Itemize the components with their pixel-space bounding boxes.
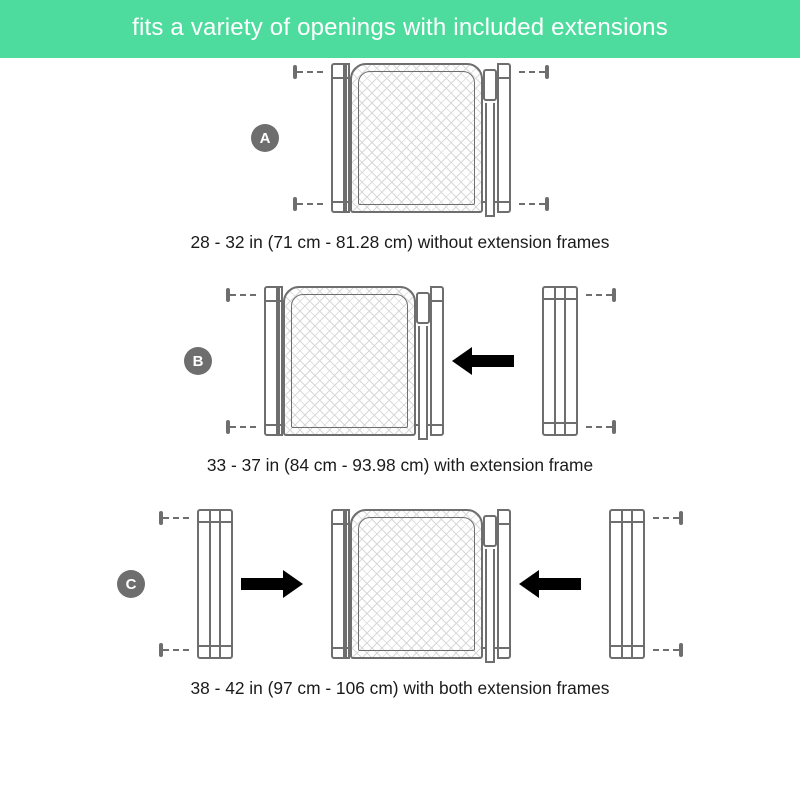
config-caption: 33 - 37 in (84 cm - 93.98 cm) with exten… [207, 455, 593, 476]
gate [331, 509, 511, 659]
gate [331, 63, 511, 213]
arrow-left [519, 572, 581, 596]
banner: fits a variety of openings with included… [0, 0, 800, 58]
config-badge: A [251, 124, 279, 152]
gate-latch [483, 69, 497, 101]
pressure-bolts-left [226, 286, 256, 436]
config-caption: 38 - 42 in (97 cm - 106 cm) with both ex… [191, 678, 610, 699]
gate-door [283, 286, 416, 436]
gate-door [350, 63, 483, 213]
pressure-bolts-right [653, 509, 683, 659]
gate-door [350, 509, 483, 659]
config-panel: C 38 - 42 in (97 cm - 106 cm) with both … [0, 504, 800, 699]
gate-post-right [430, 286, 444, 436]
pressure-bolts-left [159, 509, 189, 659]
gate-latch [483, 515, 497, 547]
arrow-right [241, 572, 303, 596]
gate-post-left [331, 63, 345, 213]
config-panel: A 28 - 32 in (71 cm - 81.28 cm) without … [0, 58, 800, 253]
extension-frame-right [542, 286, 578, 436]
pressure-bolts-right [519, 63, 549, 213]
config-figure: B [184, 281, 616, 441]
config-caption: 28 - 32 in (71 cm - 81.28 cm) without ex… [191, 232, 610, 253]
arrow-left [452, 349, 514, 373]
extension-frame-left [197, 509, 233, 659]
config-figure: C [117, 504, 683, 664]
pressure-bolts-left [293, 63, 323, 213]
config-panel: B 33 - 37 in (84 cm - 93.98 cm) with ext… [0, 281, 800, 476]
gate-post-right [497, 509, 511, 659]
config-figure: A [251, 58, 549, 218]
gate-post-left [331, 509, 345, 659]
gate-post-right [497, 63, 511, 213]
gate-post-left [264, 286, 278, 436]
config-badge: B [184, 347, 212, 375]
pressure-bolts-right [586, 286, 616, 436]
gate [264, 286, 444, 436]
extension-frame-right [609, 509, 645, 659]
config-badge: C [117, 570, 145, 598]
gate-latch [416, 292, 430, 324]
